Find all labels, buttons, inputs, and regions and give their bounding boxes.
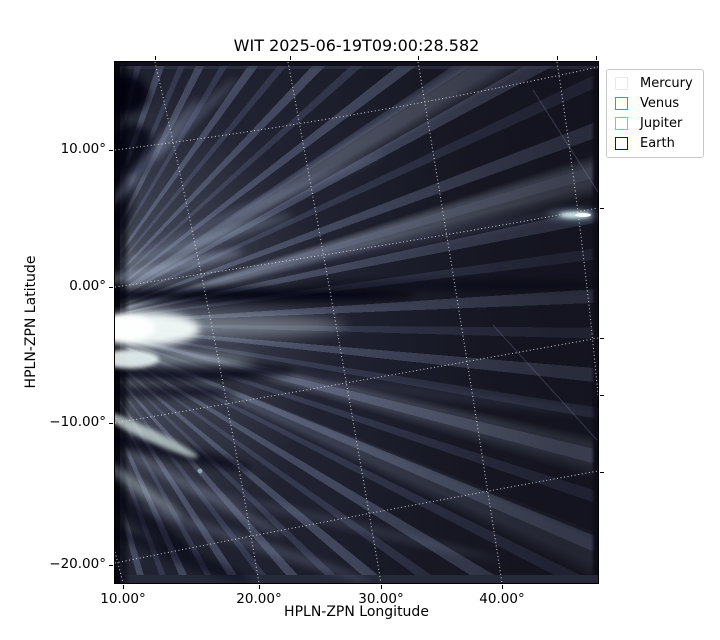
top-tick-mark: [557, 56, 558, 60]
earth-marker-icon: [615, 137, 628, 150]
grid-lon-20: [154, 62, 260, 583]
y-tick-mark: [109, 423, 113, 424]
right-tick-mark: [600, 338, 604, 339]
y-axis-label: HPLN-ZPN Latitude: [23, 255, 39, 389]
plot-title: WIT 2025-06-19T09:00:28.582: [233, 36, 480, 55]
right-tick-mark: [600, 395, 604, 396]
heliospheric-image: [115, 62, 598, 583]
right-tick-mark: [600, 208, 604, 209]
legend-label: Earth: [640, 136, 675, 151]
legend-item-mercury: Mercury: [615, 76, 693, 91]
planet-streak: [547, 210, 598, 220]
x-tick-label: 20.00°: [236, 591, 282, 607]
y-tick-label: 10.00°: [60, 141, 106, 158]
legend-label: Jupiter: [640, 116, 683, 131]
grid-lon-50: [556, 62, 598, 396]
y-tick-mark: [109, 287, 113, 288]
grid-lat-0: [115, 207, 598, 288]
x-tick-mark: [123, 585, 124, 589]
x-tick-mark: [259, 585, 260, 589]
top-tick-mark: [155, 56, 156, 60]
y-tick-label: −20.00°: [49, 556, 106, 573]
faint-point-source: [197, 468, 203, 474]
top-tick-mark: [596, 56, 597, 60]
grid-lat-minus20: [115, 470, 598, 564]
y-tick-mark: [109, 150, 113, 151]
mercury-marker-icon: [615, 77, 628, 90]
grid-lon-40: [417, 62, 503, 583]
x-tick-mark: [381, 585, 382, 589]
y-tick-label: −10.00°: [49, 414, 106, 431]
x-tick-label: 10.00°: [100, 591, 146, 607]
legend-label: Venus: [640, 96, 680, 111]
grid-lon-10: [115, 551, 124, 583]
image-overlay-svg: [115, 62, 598, 583]
legend-item-jupiter: Jupiter: [615, 116, 693, 131]
y-tick-label: 0.00°: [69, 278, 106, 295]
legend-label: Mercury: [640, 76, 693, 91]
jupiter-marker-icon: [615, 117, 628, 130]
top-tick-mark: [418, 56, 419, 60]
legend-item-venus: Venus: [615, 96, 693, 111]
legend-box: Mercury Venus Jupiter Earth: [606, 69, 704, 158]
top-tick-mark: [290, 56, 291, 60]
plot-area: 10.00° 20.00° 30.00° 40.00° 10.00° 0.00° −10.0…: [49, 56, 604, 607]
right-tick-mark: [600, 472, 604, 473]
grid-lat-plus10: [115, 66, 598, 151]
x-tick-mark: [502, 585, 503, 589]
legend-item-earth: Earth: [615, 136, 693, 151]
x-tick-label: 30.00°: [358, 591, 404, 607]
satellite-trails: [492, 89, 598, 441]
x-axis-label: HPLN-ZPN Longitude: [284, 604, 429, 620]
dark-lanes: [115, 74, 598, 583]
x-tick-label: 40.00°: [479, 591, 525, 607]
coordinate-grid: [115, 62, 598, 583]
venus-marker-icon: [615, 97, 628, 110]
y-tick-mark: [109, 565, 113, 566]
bright-streamers: [115, 78, 598, 582]
